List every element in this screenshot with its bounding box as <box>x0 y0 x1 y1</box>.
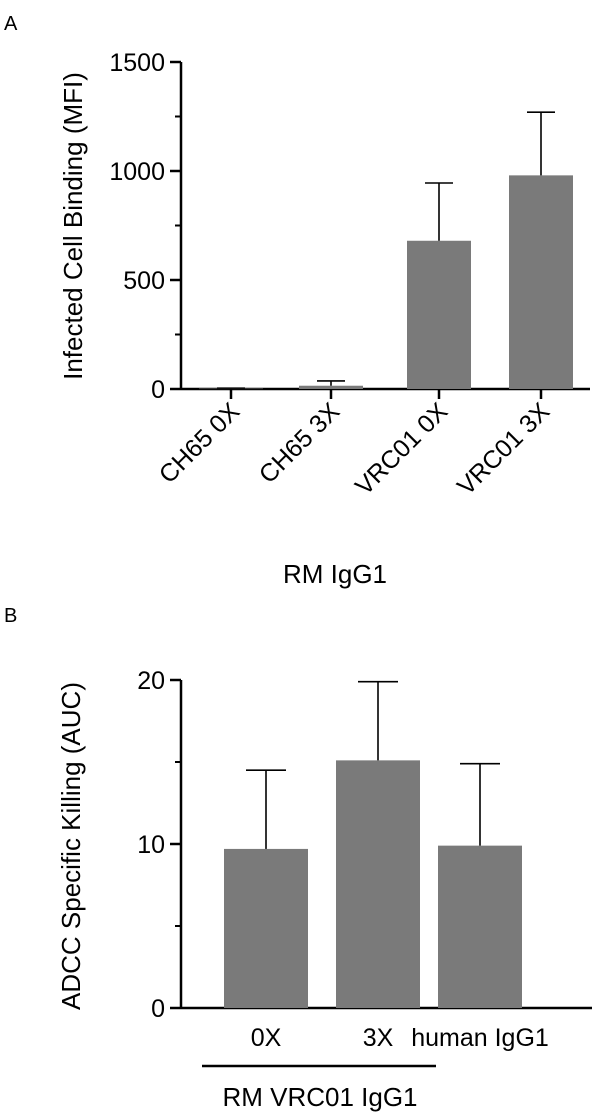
panel-a-x-axis-label: RM IgG1 <box>283 559 387 589</box>
panel-b-chart: B ADCC Specific Killing (AUC) 0 10 20 0X 3X… <box>4 605 592 1112</box>
b-bar <box>224 848 308 1008</box>
a-y-tick-label: 0 <box>151 376 165 404</box>
panel-b-group-label: RM VRC01 IgG1 <box>222 1082 417 1112</box>
a-x-tick-label: CH65 0X <box>154 397 246 489</box>
panel-a-label: A <box>4 13 18 35</box>
a-bar <box>407 240 471 389</box>
a-y-tick-label: 1000 <box>109 158 165 186</box>
b-y-tick-label: 0 <box>151 995 165 1023</box>
b-x-tick-label: 0X <box>251 1024 282 1052</box>
b-bar <box>336 760 420 1008</box>
a-x-tick-label: VRC01 3X <box>452 397 556 501</box>
panel-b-y-axis-label: ADCC Specific Killing (AUC) <box>56 682 86 1010</box>
panel-a-chart: A Infected Cell Binding (MFI) RM IgG1 0 5… <box>4 13 590 589</box>
b-y-tick-label: 10 <box>137 831 165 859</box>
a-bar <box>509 175 573 389</box>
b-x-tick-label: 3X <box>363 1024 394 1052</box>
b-y-tick-label: 20 <box>137 667 165 695</box>
b-bar <box>438 845 522 1008</box>
b-x-tick-label: human IgG1 <box>411 1024 549 1052</box>
a-x-tick-label: VRC01 0X <box>350 397 454 501</box>
panel-b-label: B <box>4 605 17 627</box>
a-x-tick-label: CH65 3X <box>254 397 346 489</box>
panel-a-y-axis-label: Infected Cell Binding (MFI) <box>58 72 88 380</box>
a-y-tick-label: 1500 <box>109 49 165 77</box>
a-bar <box>299 385 363 389</box>
a-y-tick-label: 500 <box>123 267 165 295</box>
